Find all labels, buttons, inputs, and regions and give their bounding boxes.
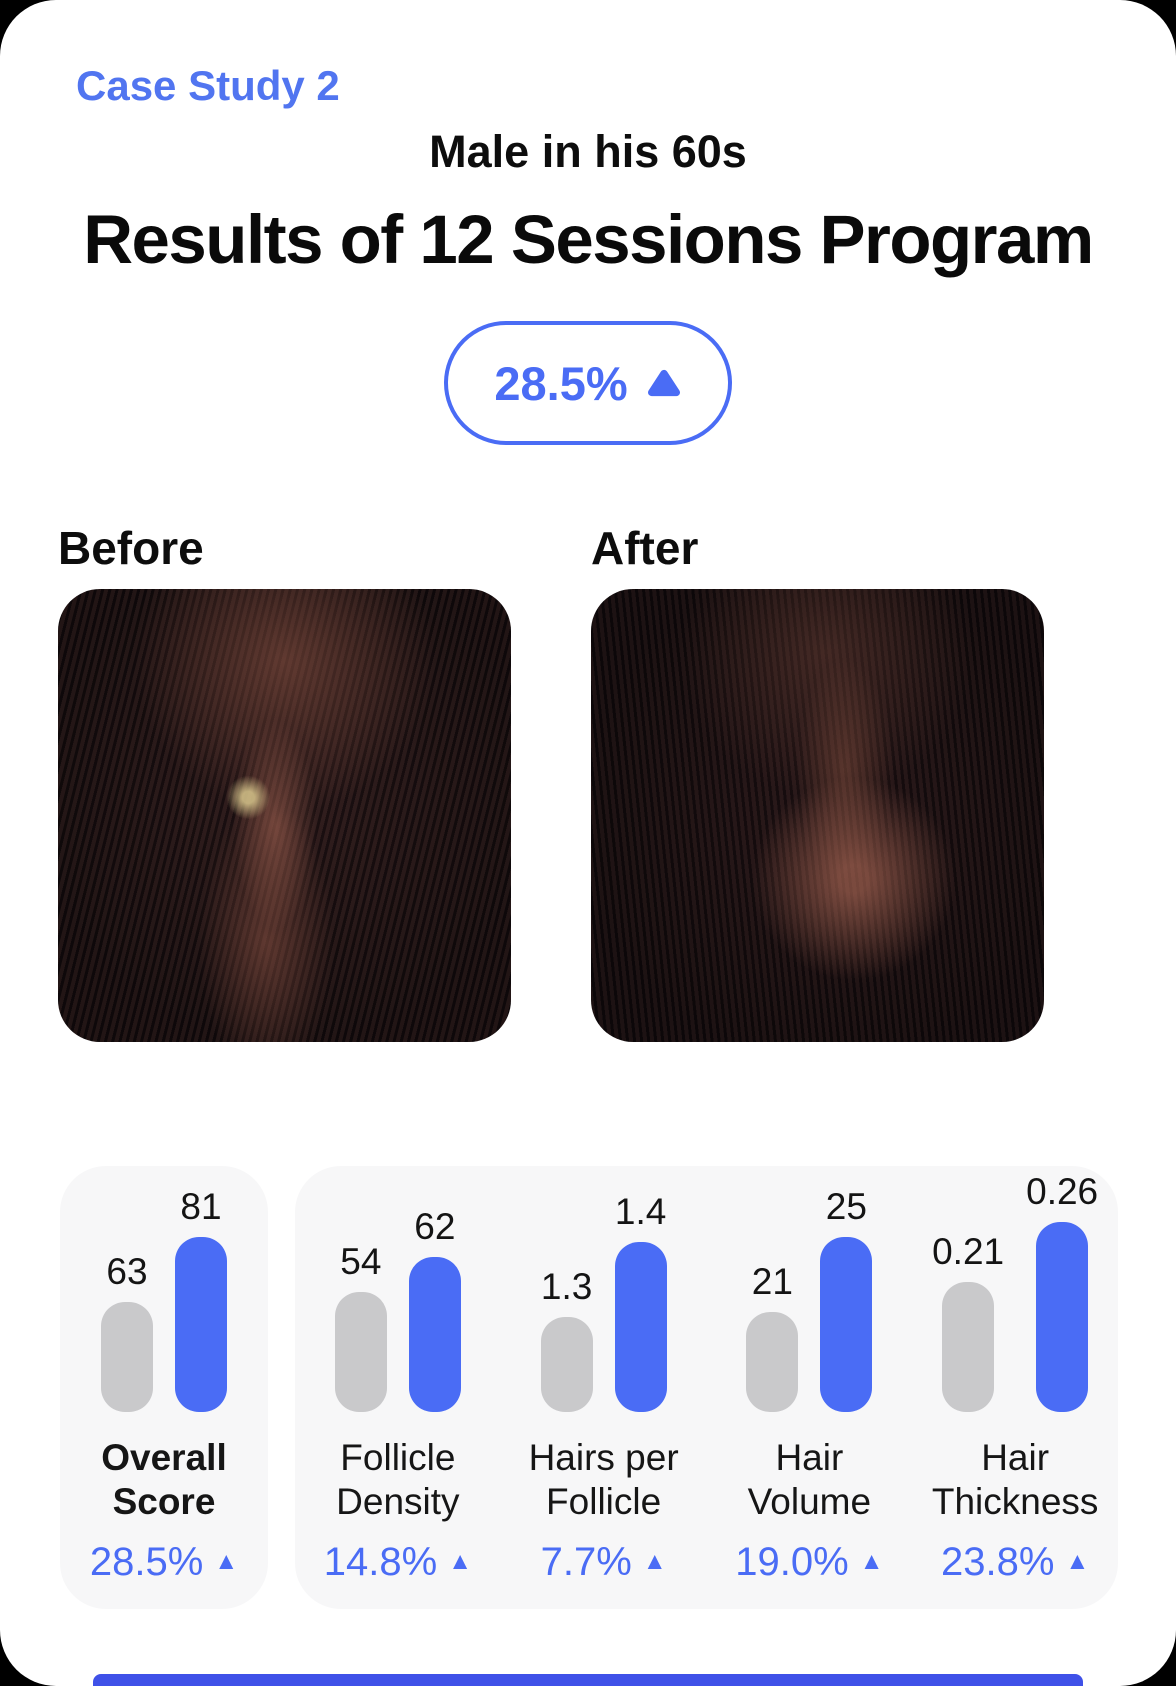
up-triangle-icon — [647, 369, 680, 397]
bar-pair: 54 62 — [334, 1172, 461, 1412]
stats-section: 63 81 Overall Score 28.5% ▲ 54 62 — [0, 1166, 1176, 1609]
before-value-label: 21 — [751, 1261, 793, 1302]
bar-pair: 63 81 — [101, 1172, 227, 1412]
before-bar-item: 54 — [334, 1241, 387, 1412]
stat-change: 23.8% ▲ — [941, 1540, 1089, 1585]
stat-column: 21 25 Hair Volume 19.0% ▲ — [707, 1172, 913, 1609]
bar-pair: 21 25 — [746, 1172, 873, 1412]
after-bar — [1036, 1222, 1089, 1412]
scalp-photo-after — [591, 589, 1044, 1042]
before-bar — [942, 1282, 995, 1412]
overall-improvement-badge: 28.5% — [444, 321, 732, 445]
stat-column: 0.21 0.26 Hair Thickness 23.8% ▲ — [912, 1171, 1118, 1609]
up-triangle-icon: ▲ — [214, 1548, 239, 1576]
change-value: 28.5% — [89, 1539, 204, 1584]
stat-column: 54 62 Follicle Density 14.8% ▲ — [295, 1172, 501, 1609]
after-bar — [820, 1237, 873, 1412]
before-bar-item: 63 — [101, 1251, 153, 1412]
after-label: After — [591, 522, 699, 574]
after-bar-item: 0.26 — [1026, 1171, 1098, 1412]
before-value-label: 1.3 — [540, 1266, 593, 1307]
stat-change: 19.0% ▲ — [735, 1540, 883, 1585]
before-value-label: 0.21 — [932, 1231, 1005, 1272]
overall-score-panel: 63 81 Overall Score 28.5% ▲ — [60, 1166, 268, 1609]
change-value: 23.8% — [941, 1539, 1055, 1584]
change-value: 14.8% — [323, 1539, 438, 1584]
case-study-label: Case Study 2 — [76, 62, 340, 109]
before-bar — [746, 1312, 799, 1412]
up-triangle-icon: ▲ — [448, 1548, 472, 1576]
before-bar — [334, 1292, 387, 1412]
before-bar-item: 0.21 — [932, 1231, 1004, 1412]
stat-label: Overall Score — [101, 1437, 227, 1523]
stat-label: Hair Thickness — [931, 1437, 1099, 1523]
after-value-label: 81 — [180, 1186, 222, 1227]
up-triangle-icon: ▲ — [642, 1548, 667, 1576]
bar-pair: 1.3 1.4 — [540, 1172, 667, 1412]
after-bar-item: 1.4 — [614, 1191, 667, 1412]
after-bar-item: 62 — [408, 1206, 461, 1412]
up-triangle-icon: ▲ — [1065, 1548, 1090, 1576]
before-label: Before — [58, 522, 204, 574]
before-bar-item: 1.3 — [540, 1266, 593, 1412]
stat-column: 1.3 1.4 Hairs per Follicle 7.7% ▲ — [501, 1172, 707, 1609]
after-bar-item: 25 — [820, 1186, 873, 1412]
after-bar — [175, 1237, 227, 1412]
after-value-label: 0.26 — [1026, 1171, 1099, 1212]
before-value-label: 54 — [340, 1241, 382, 1282]
before-bar — [101, 1302, 153, 1412]
bottom-accent-bar — [93, 1674, 1083, 1686]
after-value-label: 1.4 — [614, 1191, 667, 1232]
photo-labels-row: Before After — [0, 521, 1176, 575]
stat-label: Follicle Density — [336, 1437, 460, 1523]
metrics-panel: 54 62 Follicle Density 14.8% ▲ 1.3 1.4 — [295, 1166, 1118, 1609]
after-value-label: 62 — [414, 1206, 456, 1247]
after-bar — [614, 1242, 667, 1412]
after-value-label: 25 — [825, 1186, 867, 1227]
before-bar — [540, 1317, 593, 1412]
stat-label: Hairs per Follicle — [528, 1437, 679, 1523]
change-value: 7.7% — [540, 1539, 632, 1584]
stat-change: 7.7% ▲ — [541, 1540, 667, 1585]
badge-row: 28.5% — [0, 321, 1176, 445]
page-title: Results of 12 Sessions Program — [83, 201, 1094, 278]
after-bar-item: 81 — [175, 1186, 227, 1412]
stat-change: 28.5% ▲ — [90, 1540, 238, 1585]
after-bar — [408, 1257, 461, 1412]
stat-column: 63 81 Overall Score 28.5% ▲ — [60, 1172, 268, 1609]
scalp-photo-before — [58, 589, 511, 1042]
before-value-label: 63 — [106, 1251, 148, 1292]
before-bar-item: 21 — [746, 1261, 799, 1412]
change-value: 19.0% — [735, 1539, 849, 1584]
subject-line: Male in his 60s — [429, 126, 747, 177]
up-triangle-icon: ▲ — [859, 1548, 884, 1576]
badge-value: 28.5% — [494, 356, 628, 410]
stat-change: 14.8% ▲ — [324, 1540, 472, 1585]
bar-pair: 0.21 0.26 — [932, 1171, 1098, 1412]
stat-label: Hair Volume — [747, 1437, 872, 1523]
photos-row — [0, 589, 1176, 1042]
